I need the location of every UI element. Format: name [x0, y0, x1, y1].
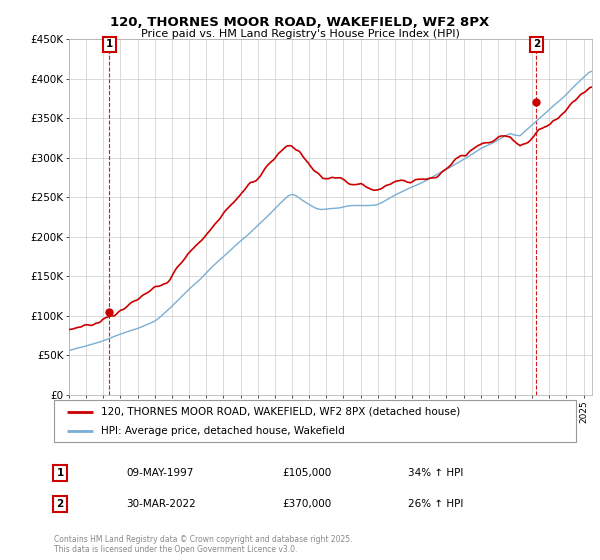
- Text: 1: 1: [106, 39, 113, 49]
- Text: 30-MAR-2022: 30-MAR-2022: [126, 499, 196, 509]
- Text: 120, THORNES MOOR ROAD, WAKEFIELD, WF2 8PX (detached house): 120, THORNES MOOR ROAD, WAKEFIELD, WF2 8…: [101, 407, 460, 417]
- Text: HPI: Average price, detached house, Wakefield: HPI: Average price, detached house, Wake…: [101, 426, 345, 436]
- Text: 1: 1: [56, 468, 64, 478]
- Text: £105,000: £105,000: [282, 468, 331, 478]
- Text: 09-MAY-1997: 09-MAY-1997: [126, 468, 193, 478]
- Text: 2: 2: [56, 499, 64, 509]
- Text: 120, THORNES MOOR ROAD, WAKEFIELD, WF2 8PX: 120, THORNES MOOR ROAD, WAKEFIELD, WF2 8…: [110, 16, 490, 29]
- Text: 2: 2: [533, 39, 540, 49]
- Text: 34% ↑ HPI: 34% ↑ HPI: [408, 468, 463, 478]
- Text: £370,000: £370,000: [282, 499, 331, 509]
- Text: 26% ↑ HPI: 26% ↑ HPI: [408, 499, 463, 509]
- Text: Contains HM Land Registry data © Crown copyright and database right 2025.
This d: Contains HM Land Registry data © Crown c…: [54, 535, 353, 554]
- Text: Price paid vs. HM Land Registry's House Price Index (HPI): Price paid vs. HM Land Registry's House …: [140, 29, 460, 39]
